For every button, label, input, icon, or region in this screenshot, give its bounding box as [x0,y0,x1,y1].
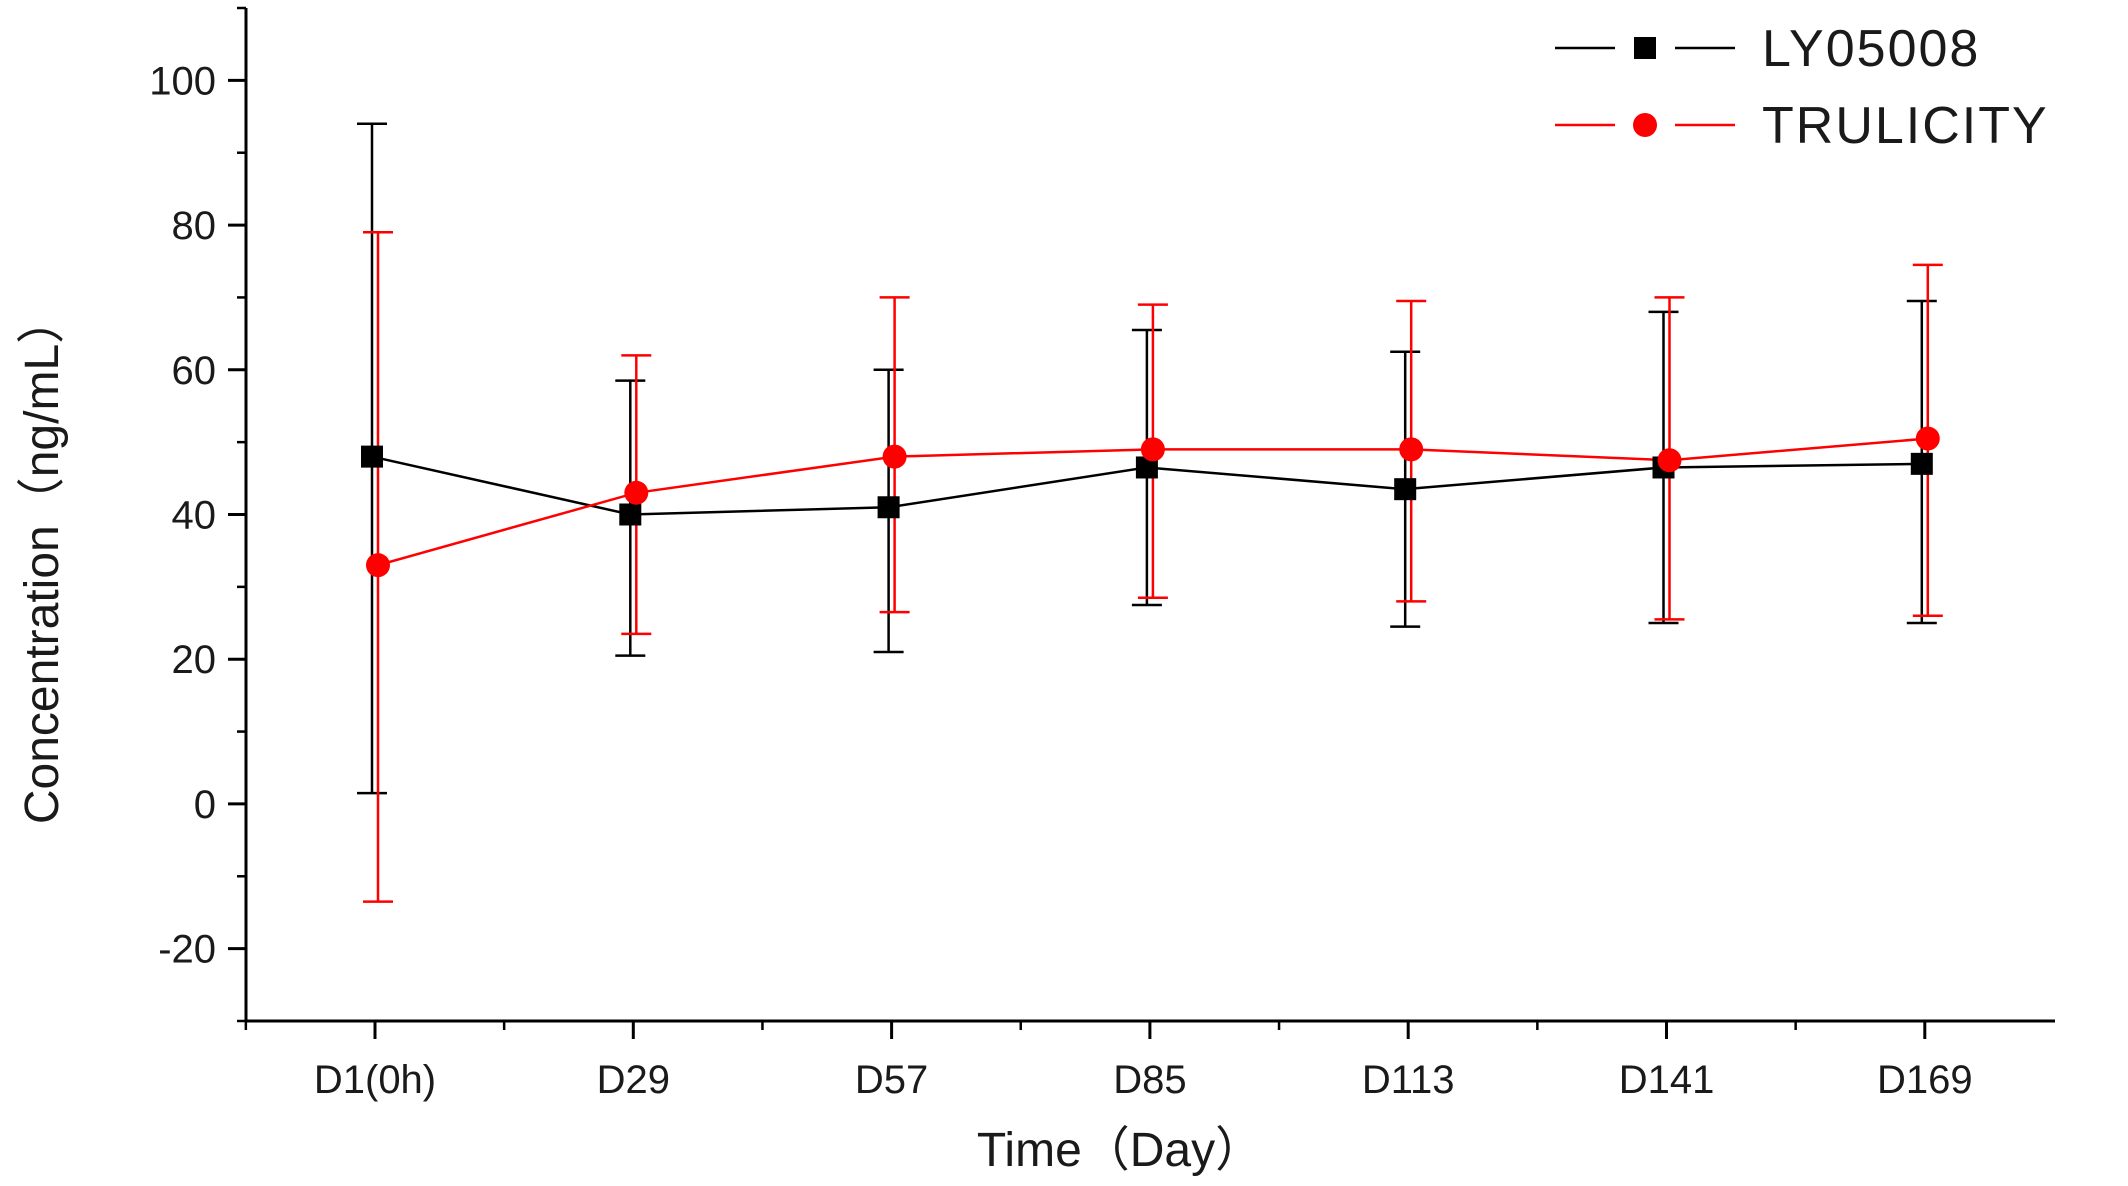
legend-marker-square [1634,37,1656,59]
data-point-square [877,496,900,519]
data-point-square [1135,456,1158,479]
error-bars [357,122,1943,903]
x-tick-label: D85 [1113,1058,1186,1102]
axes: -20 0 20 40 60 80 100 D1(0h) D29 D57 D85 D113 D141 D1… [149,6,2055,1102]
x-tick-label: D113 [1362,1058,1455,1102]
data-point-circle [366,553,390,578]
y-tick-label: 20 [172,638,217,682]
data-point-circle [1399,437,1424,462]
data-point-circle [1915,426,1940,451]
y-tick-label: 80 [172,204,217,248]
data-point-square [1394,478,1417,501]
x-tick-label: D169 [1877,1058,1973,1102]
data-point-circle [624,480,649,505]
series-markers [361,426,1940,578]
legend-label: TRULICITY [1762,97,2049,155]
legend-label: LY05008 [1762,20,1980,78]
data-point-circle [1140,437,1165,462]
y-tick-label: 40 [172,494,217,538]
data-point-square [361,445,383,468]
x-tick-label: D141 [1619,1058,1715,1102]
y-tick-label: 100 [149,59,216,103]
data-point-square [619,503,642,526]
legend: LY05008 TRULICITY [1555,20,2049,155]
data-point-circle [1657,448,1682,473]
data-point-square [1910,452,1933,475]
legend-marker-circle [1633,113,1657,137]
x-tick-label: D29 [597,1058,670,1102]
data-point-circle [882,444,907,469]
y-tick-label: -20 [158,928,216,972]
x-tick-label: D1(0h) [314,1058,436,1102]
y-tick-label: 60 [172,349,217,393]
y-tick-label: 0 [194,783,216,827]
x-axis-title: Time（Day） [977,1124,1263,1177]
y-axis-title: Concentration（ng/mL） [16,296,69,824]
x-tick-label: D57 [855,1058,928,1102]
